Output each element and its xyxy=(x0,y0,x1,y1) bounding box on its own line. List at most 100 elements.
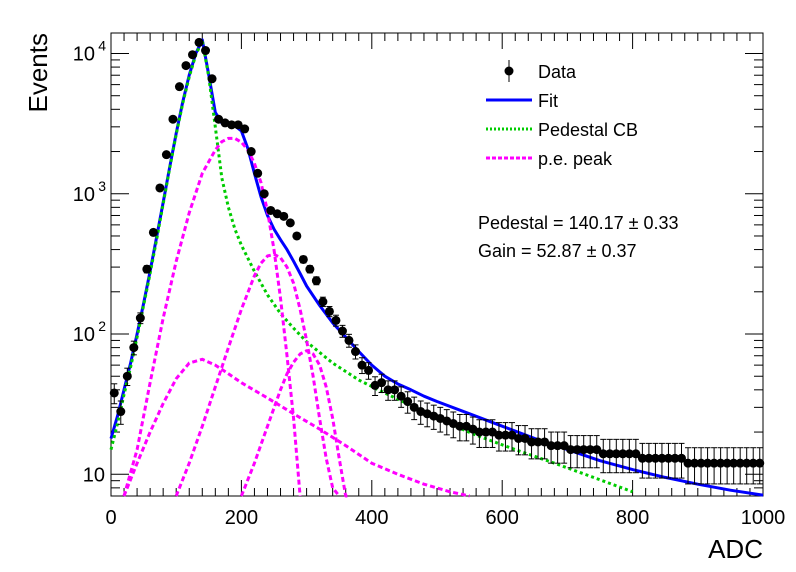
data-point xyxy=(168,114,178,124)
data-point xyxy=(540,437,550,447)
data-point xyxy=(194,37,204,47)
data-point xyxy=(155,183,165,193)
data-point xyxy=(677,453,686,463)
data-point xyxy=(396,391,406,401)
data-point xyxy=(579,445,589,455)
legend-label: Data xyxy=(538,62,577,82)
series-p-e-peak-1-line xyxy=(122,136,302,497)
fit-result-annotation: Pedestal = 140.17 ± 0.33 xyxy=(478,213,679,233)
data-point xyxy=(305,264,315,274)
data-point xyxy=(311,276,321,286)
series-p-e-peak-3-line xyxy=(240,349,349,498)
data-point xyxy=(109,388,119,398)
data-point xyxy=(351,347,360,357)
y-tick-label: 10 xyxy=(73,324,95,346)
data-point xyxy=(116,407,126,417)
legend-label: Pedestal CB xyxy=(538,120,638,140)
data-point xyxy=(624,449,634,459)
data-point xyxy=(122,371,132,381)
data-point xyxy=(364,365,374,375)
x-tick-label: 800 xyxy=(616,507,649,529)
data-point xyxy=(690,458,700,468)
data-point xyxy=(227,120,237,130)
data-point xyxy=(514,433,523,443)
data-point xyxy=(246,147,256,157)
y-tick-exponent: 2 xyxy=(98,318,106,334)
data-point xyxy=(298,254,308,264)
data-point xyxy=(585,445,595,455)
data-point xyxy=(572,445,582,455)
data-point xyxy=(683,458,693,468)
legend-marker-data xyxy=(504,66,514,76)
data-point xyxy=(135,313,145,323)
data-point xyxy=(207,74,217,84)
x-tick-label: 600 xyxy=(486,507,519,529)
data-point xyxy=(748,458,758,468)
y-tick-label: 10 xyxy=(73,43,95,65)
data-point xyxy=(696,458,706,468)
data-point xyxy=(292,231,302,241)
legend-label: Fit xyxy=(538,91,558,111)
data-point xyxy=(148,227,158,237)
data-point xyxy=(703,458,713,468)
data-point xyxy=(201,46,211,56)
data-point xyxy=(240,124,250,134)
y-tick-exponent: 3 xyxy=(98,178,106,194)
y-tick-label: 10 xyxy=(73,184,95,206)
data-point xyxy=(129,343,139,353)
x-tick-label: 200 xyxy=(225,507,258,529)
data-point xyxy=(566,445,576,455)
data-point xyxy=(377,378,387,388)
x-tick-label: 0 xyxy=(105,507,116,529)
data-point xyxy=(214,114,224,124)
data-point xyxy=(546,441,556,451)
data-point xyxy=(755,458,765,468)
data-point xyxy=(716,458,726,468)
data-point xyxy=(631,449,641,459)
data-point xyxy=(409,402,419,412)
data-point xyxy=(553,441,563,451)
data-point xyxy=(253,168,263,178)
data-point xyxy=(500,430,510,440)
data-point xyxy=(285,218,295,228)
data-point xyxy=(233,120,243,130)
data-point xyxy=(592,445,602,455)
data-point xyxy=(533,437,543,447)
data-point xyxy=(142,264,152,274)
data-point xyxy=(637,453,647,463)
x-axis-label: ADC xyxy=(708,534,763,564)
y-axis-label: Events xyxy=(23,33,53,113)
data-point xyxy=(481,427,491,437)
data-point xyxy=(650,453,660,463)
annotations: Pedestal = 140.17 ± 0.33 Gain = 52.87 ± 0… xyxy=(478,213,679,261)
data-point xyxy=(455,421,465,431)
data-point xyxy=(181,61,191,71)
data-point xyxy=(174,82,184,92)
data-point xyxy=(644,453,654,463)
data-point xyxy=(663,453,673,463)
data-point xyxy=(657,453,667,463)
data-point xyxy=(709,458,719,468)
data-point xyxy=(670,453,680,463)
data-point xyxy=(559,441,569,451)
data-point xyxy=(729,458,739,468)
data-point xyxy=(188,50,197,60)
data-point xyxy=(259,189,269,199)
x-tick-label: 1000 xyxy=(741,507,786,529)
data-point xyxy=(344,335,354,345)
y-tick-label: 10 xyxy=(83,464,105,486)
legend-label: p.e. peak xyxy=(538,149,613,169)
data-point xyxy=(337,326,347,336)
y-tick-exponent: 4 xyxy=(98,37,106,53)
data-point xyxy=(390,385,400,395)
data-point xyxy=(383,385,393,395)
data-point xyxy=(618,449,628,459)
series-p-e-tail-line xyxy=(122,357,470,498)
fit-result-annotation: Gain = 52.87 ± 0.37 xyxy=(478,241,637,261)
data-point xyxy=(494,430,504,440)
data-point xyxy=(161,150,171,160)
